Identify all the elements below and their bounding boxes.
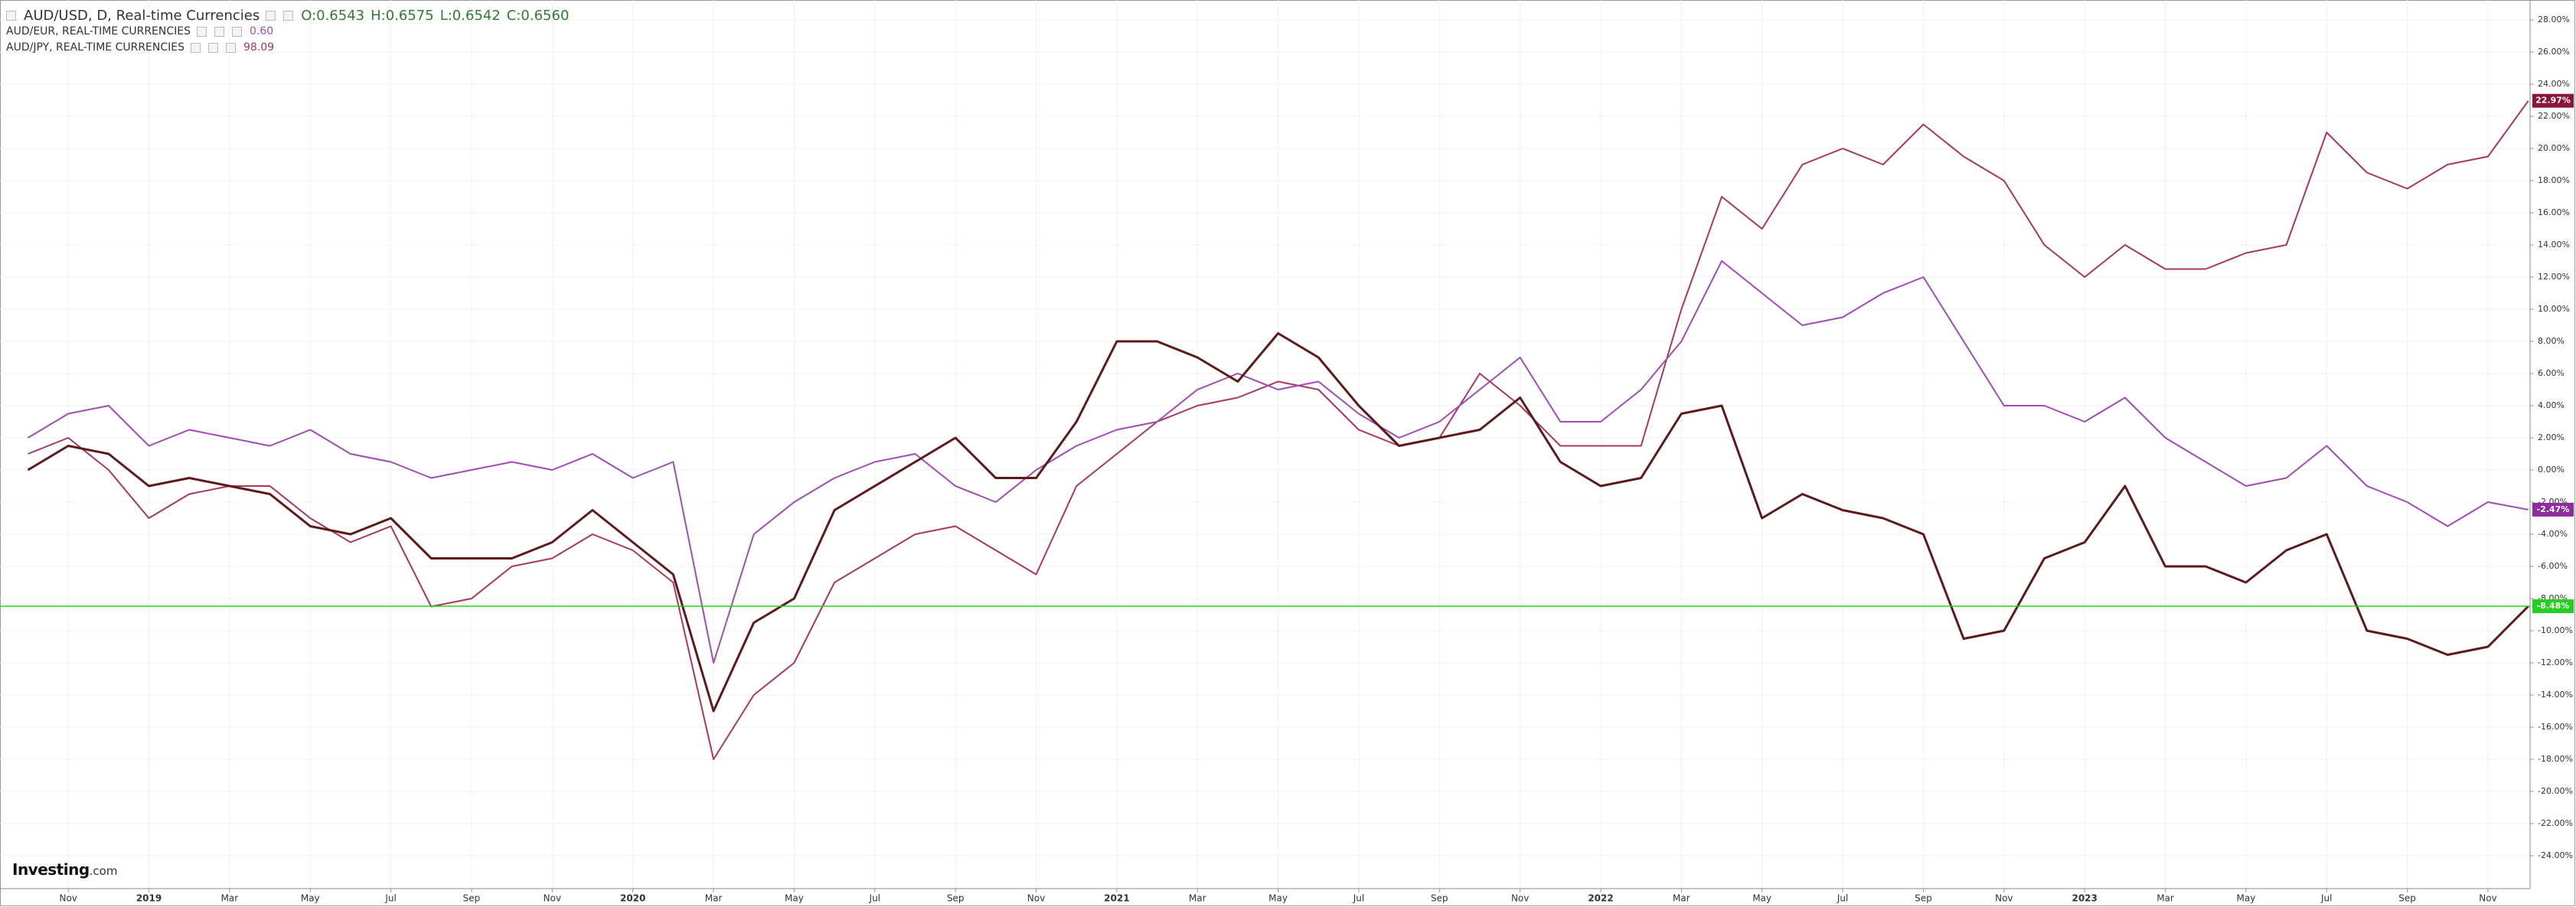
value-badge xyxy=(2532,93,2574,108)
value-badge-label: 22.97% xyxy=(2535,96,2571,106)
x-tick-label: Jul xyxy=(1353,893,1364,904)
y-tick-label: 18.00% xyxy=(2538,175,2570,185)
x-tick-label: Sep xyxy=(2398,893,2416,904)
value-badge-label: -8.48% xyxy=(2537,601,2570,611)
x-tick-label: 2021 xyxy=(1104,893,1129,904)
y-tick-label: -6.00% xyxy=(2538,561,2568,571)
legend-value: 98.09 xyxy=(243,41,275,54)
header: AUD/USD, D, Real-time Currencies xyxy=(24,8,260,24)
x-tick-label: May xyxy=(301,893,320,904)
icon[interactable] xyxy=(232,27,243,37)
logo: Investing.com xyxy=(12,860,117,879)
x-tick-label: 2020 xyxy=(620,893,645,904)
x-tick-label: May xyxy=(1268,893,1288,904)
x-tick-label: Mar xyxy=(1673,893,1690,904)
y-tick-label: 2.00% xyxy=(2538,432,2565,442)
x-tick-label: Nov xyxy=(1511,893,1529,904)
legend-entry: AUD/JPY, REAL-TIME CURRENCIES 98.09 xyxy=(6,40,569,56)
x-tick-label: Sep xyxy=(1431,893,1448,904)
value-badge xyxy=(2532,502,2574,517)
y-tick-label: 12.00% xyxy=(2538,272,2570,282)
x-tick-label: Jul xyxy=(1837,893,1848,904)
legend-label: AUD/JPY, REAL-TIME CURRENCIES xyxy=(6,41,184,54)
legend: AUD/USD, D, Real-time Currencies O:0.654… xyxy=(6,8,569,56)
y-tick-label: -24.00% xyxy=(2538,850,2573,860)
icon[interactable] xyxy=(197,27,207,37)
icon[interactable] xyxy=(191,43,201,53)
y-tick-label: -22.00% xyxy=(2538,818,2573,828)
icon[interactable] xyxy=(226,43,236,53)
x-tick-label: 2022 xyxy=(1588,893,1613,904)
x-tick-label: Nov xyxy=(2479,893,2496,904)
y-tick-label: 16.00% xyxy=(2538,207,2570,217)
y-tick-label: -20.00% xyxy=(2538,786,2573,796)
icon[interactable] xyxy=(214,27,225,37)
y-tick-label: -4.00% xyxy=(2538,529,2568,539)
series-line xyxy=(27,260,2529,664)
x-tick-label: May xyxy=(2236,893,2255,904)
x-tick-label: Sep xyxy=(1915,893,1932,904)
y-tick-label: 14.00% xyxy=(2538,240,2570,250)
logo-suffix: .com xyxy=(89,864,118,878)
series-line xyxy=(28,100,2529,760)
series-line xyxy=(27,332,2529,713)
x-tick-label: Nov xyxy=(1027,893,1045,904)
ohlc-high: H:0.6575 xyxy=(371,8,434,24)
value-badge xyxy=(2532,599,2574,614)
y-tick-label: -16.00% xyxy=(2538,722,2573,732)
y-tick-label: 0.00% xyxy=(2538,465,2565,475)
x-tick-label: Mar xyxy=(2156,893,2174,904)
settings-icon[interactable] xyxy=(266,11,276,21)
x-tick-label: Mar xyxy=(221,893,239,904)
x-tick-label: Jul xyxy=(2320,893,2332,904)
collapse-icon[interactable] xyxy=(6,11,16,21)
legend-main: AUD/USD, D, Real-time Currencies O:0.654… xyxy=(6,8,569,24)
legend-entry: AUD/EUR, REAL-TIME CURRENCIES 0.60 xyxy=(6,24,569,40)
logo-word: Investing xyxy=(12,860,90,879)
x-tick-label: Jul xyxy=(384,893,396,904)
y-tick-label: -14.00% xyxy=(2538,690,2573,700)
y-tick-label: 4.00% xyxy=(2538,400,2565,410)
x-tick-label: Nov xyxy=(544,893,561,904)
y-tick-label: 10.00% xyxy=(2538,304,2570,314)
x-tick-label: Mar xyxy=(705,893,723,904)
x-tick-label: Jul xyxy=(869,893,880,904)
x-tick-label: May xyxy=(1752,893,1771,904)
y-tick-label: 8.00% xyxy=(2538,336,2565,346)
y-tick-label: 6.00% xyxy=(2538,368,2565,378)
icon[interactable] xyxy=(208,43,218,53)
y-tick-label: 22.00% xyxy=(2538,111,2570,121)
x-tick-label: May xyxy=(785,893,804,904)
legend-label: AUD/EUR, REAL-TIME CURRENCIES xyxy=(6,25,191,38)
y-tick-label: 20.00% xyxy=(2538,143,2570,153)
y-tick-label: 24.00% xyxy=(2538,79,2570,89)
x-tick-label: Sep xyxy=(947,893,965,904)
ohlc-close: C:0.6560 xyxy=(506,8,570,24)
y-tick-label: -12.00% xyxy=(2538,657,2573,667)
x-tick-label: 2019 xyxy=(136,893,162,904)
ohlc-open: O:0.6543 xyxy=(301,8,365,24)
ohlc-low: L:0.6542 xyxy=(439,8,501,24)
y-tick-label: 26.00% xyxy=(2538,47,2570,57)
x-tick-label: Nov xyxy=(59,893,77,904)
close-icon[interactable] xyxy=(283,11,294,21)
x-tick-label: Nov xyxy=(1995,893,2013,904)
x-tick-label: 2023 xyxy=(2072,893,2097,904)
y-tick-label: 28.00% xyxy=(2538,15,2570,24)
y-tick-label: -10.00% xyxy=(2538,625,2573,635)
legend-value: 0.60 xyxy=(250,25,274,38)
x-tick-label: Mar xyxy=(1189,893,1206,904)
x-tick-label: Sep xyxy=(463,893,481,904)
y-tick-label: -18.00% xyxy=(2538,754,2573,764)
value-badge-label: -2.47% xyxy=(2537,504,2570,514)
